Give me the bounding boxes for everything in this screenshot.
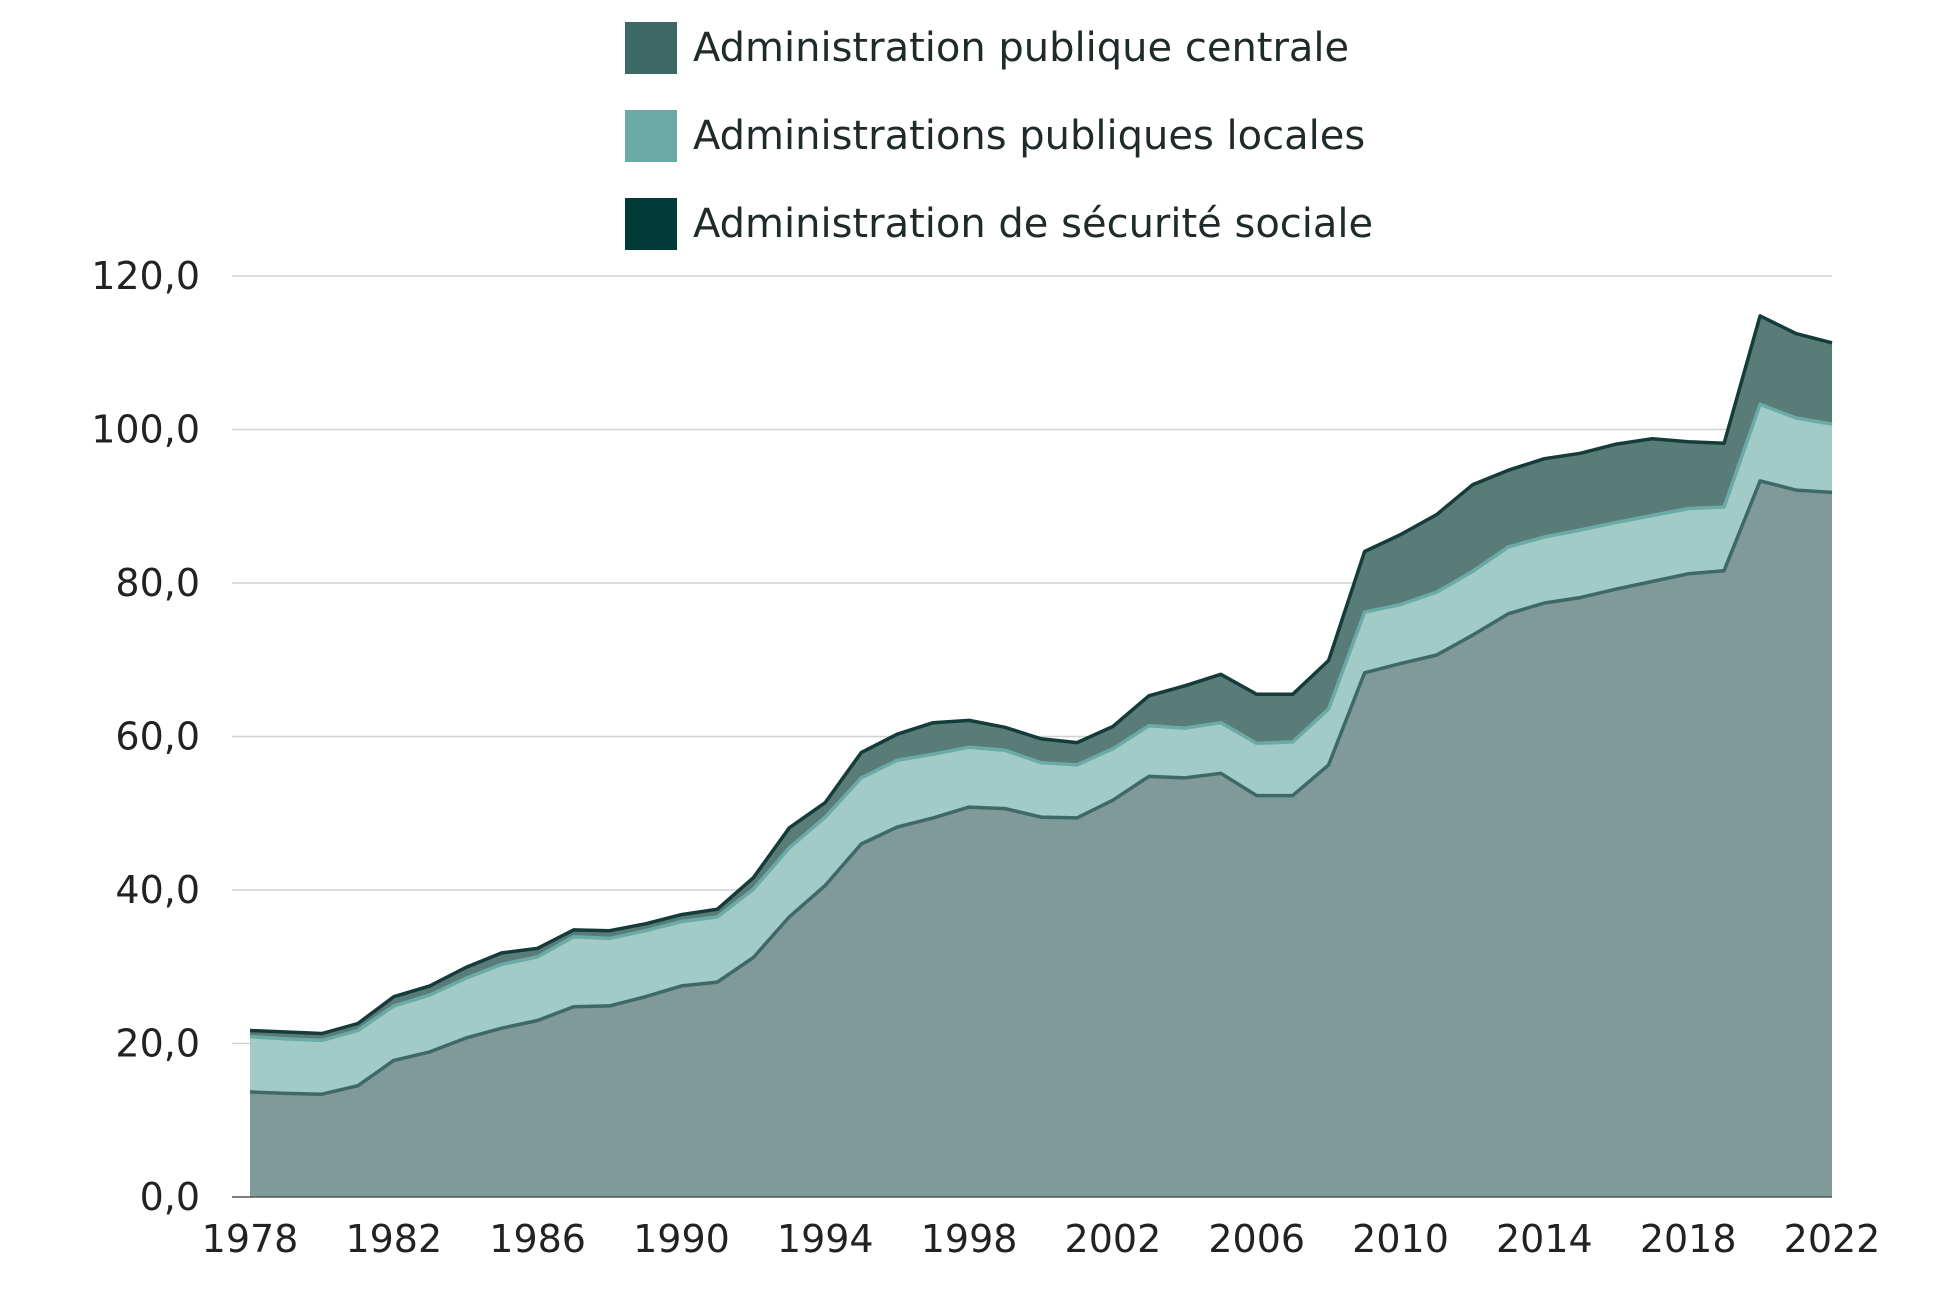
y-tick-label: 100,0 <box>91 408 200 452</box>
legend-label-locales: Administrations publiques locales <box>693 113 1366 159</box>
legend-item-centrale: Administration publique centrale <box>625 22 1373 74</box>
y-tick-label: 0,0 <box>140 1175 200 1219</box>
y-tick-label: 60,0 <box>115 715 200 759</box>
legend-swatch-securite-sociale <box>625 198 677 250</box>
x-tick-label: 2006 <box>1208 1217 1305 1261</box>
x-axis: 1978 1982 1986 1990 1994 1998 2002 2006 2010 2014… <box>202 1217 1881 1261</box>
line-centrale <box>249 479 1833 1096</box>
series-lines <box>232 314 1833 1198</box>
x-tick-label: 2014 <box>1496 1217 1593 1261</box>
x-tick-label: 2002 <box>1065 1217 1162 1261</box>
legend-label-centrale: Administration publique centrale <box>693 25 1350 71</box>
y-axis: 0,0 20,0 40,0 60,0 80,0 100,0 120,0 <box>91 254 200 1219</box>
area-centrale <box>250 480 1832 1197</box>
legend-swatch-locales <box>625 110 677 162</box>
area-locales <box>250 404 1832 1095</box>
y-tick-label: 40,0 <box>115 868 200 912</box>
line-securite-sociale <box>249 314 1833 1036</box>
y-tick-label: 20,0 <box>115 1022 200 1066</box>
x-tick-label: 2010 <box>1352 1217 1449 1261</box>
x-tick-label: 1990 <box>633 1217 730 1261</box>
x-tick-label: 1994 <box>777 1217 874 1261</box>
legend-item-locales: Administrations publiques locales <box>625 110 1373 162</box>
area-series <box>250 315 1832 1197</box>
line-locales <box>249 402 1833 1043</box>
x-tick-label: 1978 <box>202 1217 299 1261</box>
legend-item-securite-sociale: Administration de sécurité sociale <box>625 198 1373 250</box>
x-tick-label: 1982 <box>345 1217 442 1261</box>
legend: Administration publique centrale Adminis… <box>625 22 1373 286</box>
legend-label-securite-sociale: Administration de sécurité sociale <box>693 201 1374 247</box>
legend-swatch-centrale <box>625 22 677 74</box>
y-tick-label: 80,0 <box>115 561 200 605</box>
x-tick-label: 2022 <box>1784 1217 1881 1261</box>
x-tick-label: 1986 <box>489 1217 586 1261</box>
y-tick-label: 120,0 <box>91 254 200 298</box>
x-tick-label: 2018 <box>1640 1217 1737 1261</box>
x-tick-label: 1998 <box>921 1217 1018 1261</box>
